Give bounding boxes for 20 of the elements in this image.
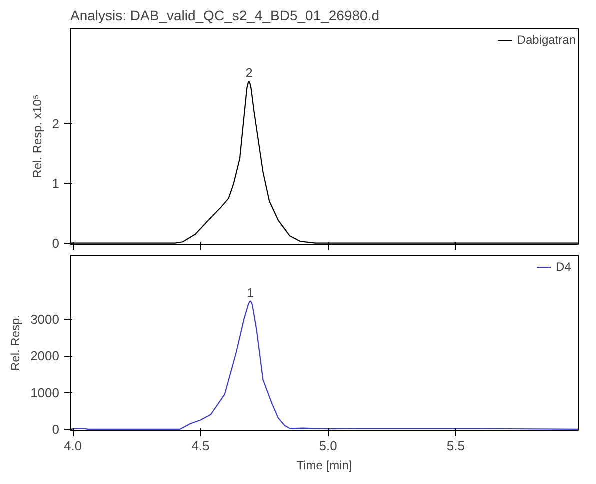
x-axis-title: Time [min] (296, 458, 352, 472)
y-tick-label: 3000 (30, 312, 60, 328)
x-tick-label: 5.5 (446, 438, 466, 454)
legend-label: D4 (556, 260, 572, 274)
y-axis-title: Rel. Resp. (8, 314, 23, 372)
x-tick-label: 4.5 (192, 438, 210, 454)
annotation: 2 (246, 66, 253, 81)
y-tick-label: 0 (52, 236, 60, 251)
x-tick-label: 5.0 (319, 438, 338, 454)
y-tick-label: 2 (52, 116, 60, 132)
y-axis-title: Rel. Resp. x10⁵ (30, 94, 44, 178)
x-tick-label: 4.0 (64, 438, 82, 454)
line-series (70, 300, 578, 430)
y-tick-label: 2000 (30, 348, 60, 364)
y-tick-label: 1000 (30, 385, 60, 400)
y-tick-label: 0 (52, 422, 60, 437)
y-tick-label: 1 (52, 176, 60, 192)
chart-title: Analysis: DAB_valid_QC_s2_4_BD5_01_26980.d (70, 8, 380, 24)
legend-label: Dabigatran (517, 33, 576, 47)
annotation: 1 (246, 285, 254, 300)
